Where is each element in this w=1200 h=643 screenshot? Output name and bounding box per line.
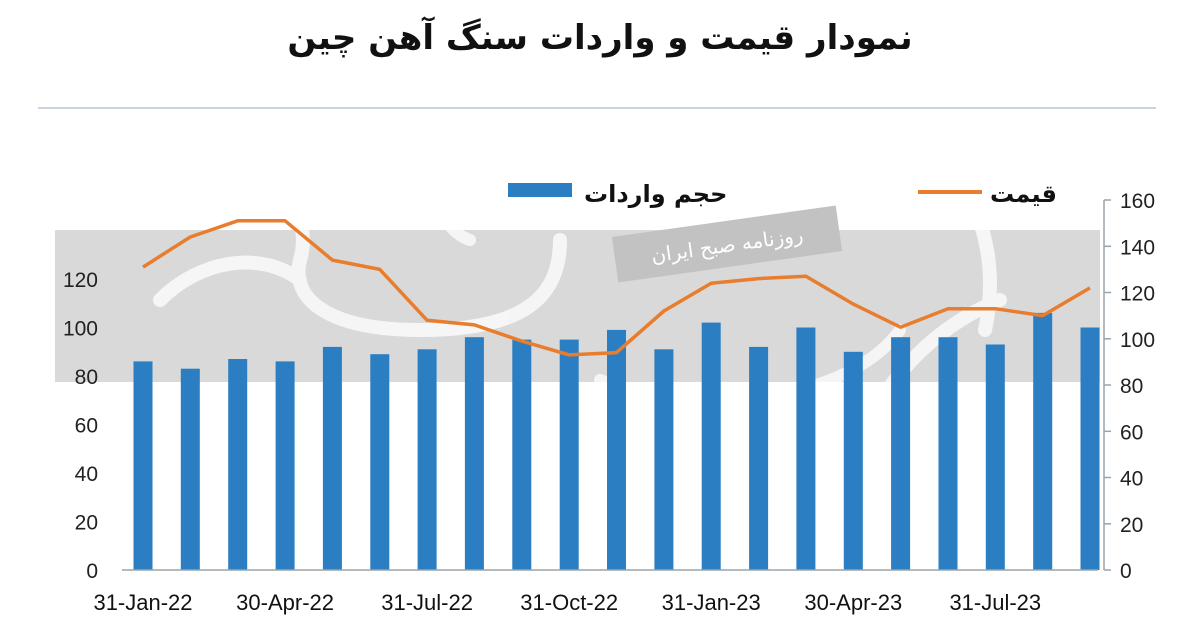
bar-May-23 xyxy=(891,337,911,570)
x-tick-label: 31-Jul-23 xyxy=(949,590,1041,615)
bar-Mar-22 xyxy=(228,359,248,570)
right-tick-60: 60 xyxy=(1120,421,1143,444)
legend: حجم واردات قیمت xyxy=(508,180,1057,208)
bar-Jan-22 xyxy=(133,361,153,570)
bar-Aug-23 xyxy=(1033,312,1053,570)
bar-Oct-22 xyxy=(559,339,579,570)
chart-title: نمودار قیمت و واردات سنگ آهن چین xyxy=(287,18,913,58)
bar-Dec-22 xyxy=(654,349,674,570)
legend-swatch-imports xyxy=(508,183,572,197)
bar-series-imports xyxy=(133,312,1100,571)
right-axis: 0 20 40 60 80 100 120 140 160 xyxy=(1104,190,1155,583)
bar-Sep-23 xyxy=(1080,327,1100,570)
left-tick-100: 100 xyxy=(63,318,98,341)
bar-Jul-23 xyxy=(985,344,1005,570)
x-tick-label: 31-Jan-22 xyxy=(93,590,192,615)
right-tick-140: 140 xyxy=(1120,236,1155,259)
bar-Apr-23 xyxy=(843,351,863,571)
x-tick-label: 30-Apr-22 xyxy=(236,590,334,615)
bar-Mar-23 xyxy=(796,327,816,570)
right-tick-0: 0 xyxy=(1120,560,1132,583)
x-tick-label: 30-Apr-23 xyxy=(804,590,902,615)
title-divider xyxy=(38,107,1156,109)
bar-Jun-23 xyxy=(938,337,958,570)
legend-label-price: قیمت xyxy=(990,180,1057,208)
legend-item-price: قیمت xyxy=(918,180,1057,208)
bar-May-22 xyxy=(322,346,342,570)
bar-Feb-22 xyxy=(180,368,200,570)
right-tick-160: 160 xyxy=(1120,190,1155,213)
right-tick-80: 80 xyxy=(1120,375,1143,398)
right-tick-100: 100 xyxy=(1120,329,1155,352)
x-tick-label: 31-Jul-22 xyxy=(381,590,473,615)
left-tick-80: 80 xyxy=(75,366,98,389)
right-tick-120: 120 xyxy=(1120,283,1155,306)
watermark-box xyxy=(611,205,843,283)
bar-Sep-22 xyxy=(512,339,532,570)
left-tick-40: 40 xyxy=(75,463,98,486)
right-tick-40: 40 xyxy=(1120,468,1143,491)
bar-Jun-22 xyxy=(370,354,390,570)
x-tick-label: 31-Oct-22 xyxy=(520,590,618,615)
bar-Aug-22 xyxy=(464,337,484,570)
left-axis: 0 20 40 60 80 100 120 xyxy=(63,269,98,583)
legend-item-imports: حجم واردات xyxy=(508,180,727,208)
bar-Jan-23 xyxy=(701,322,721,570)
bar-Apr-22 xyxy=(275,361,295,570)
left-tick-60: 60 xyxy=(75,415,98,438)
left-tick-20: 20 xyxy=(75,512,98,535)
bar-Feb-23 xyxy=(749,346,769,570)
legend-label-imports: حجم واردات xyxy=(584,180,727,208)
right-tick-20: 20 xyxy=(1120,514,1143,537)
left-tick-120: 120 xyxy=(63,269,98,292)
x-axis: 31-Jan-22 30-Apr-22 31-Jul-22 31-Oct-22 31-J… xyxy=(93,590,1041,615)
bar-Jul-22 xyxy=(417,349,437,570)
left-tick-0: 0 xyxy=(86,560,98,583)
x-tick-label: 31-Jan-23 xyxy=(662,590,761,615)
line-series-price xyxy=(142,219,1091,357)
bar-Nov-22 xyxy=(607,329,626,570)
watermark-label: روزنامه صبح ایران xyxy=(611,205,843,283)
